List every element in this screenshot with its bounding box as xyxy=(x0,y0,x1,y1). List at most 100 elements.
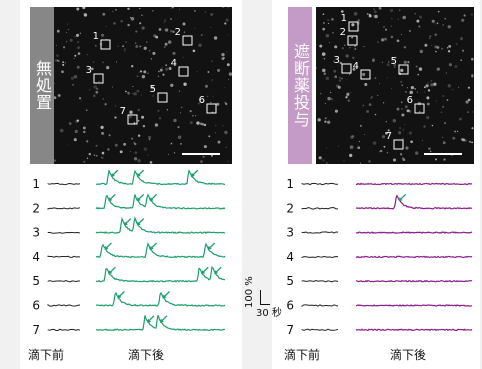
cell-speck xyxy=(148,135,152,139)
cell-speck xyxy=(462,138,466,142)
cell-speck xyxy=(123,48,127,51)
cell-speck xyxy=(441,47,444,50)
cell-speck xyxy=(428,147,431,150)
cell-speck xyxy=(139,22,142,25)
cell-speck xyxy=(419,49,424,54)
cell-speck xyxy=(327,120,331,124)
trace-label: 7 xyxy=(32,323,40,337)
cell-speck xyxy=(96,87,99,91)
trace-label: 7 xyxy=(286,323,294,337)
cell-speck xyxy=(396,39,400,43)
cell-speck xyxy=(446,47,449,49)
cell-speck xyxy=(370,97,372,100)
cell-speck xyxy=(228,79,230,80)
cell-speck xyxy=(127,23,130,27)
cell-speck xyxy=(340,10,344,13)
cell-speck xyxy=(385,131,388,135)
cell-speck xyxy=(360,125,362,127)
cell-speck xyxy=(410,140,413,144)
cell-speck xyxy=(105,25,107,27)
roi-box xyxy=(178,66,189,77)
cell-speck xyxy=(120,20,123,23)
cell-speck xyxy=(366,110,369,113)
cell-speck xyxy=(224,130,228,135)
control-roi-5: 5 xyxy=(150,84,168,103)
cell-speck xyxy=(416,19,420,23)
cell-speck xyxy=(62,63,65,66)
cell-speck xyxy=(54,159,56,162)
roi-box xyxy=(93,73,104,84)
cell-speck xyxy=(93,94,96,98)
cell-speck xyxy=(427,89,431,92)
cell-speck xyxy=(217,140,221,144)
cell-speck xyxy=(378,7,382,10)
cell-speck xyxy=(57,59,60,63)
cell-speck xyxy=(409,90,413,95)
blocker-roi-5: 5 xyxy=(391,56,409,75)
blocker-traces: 1 2 3 4 5 6 7 xyxy=(286,177,473,337)
cell-speck xyxy=(325,34,330,38)
cell-speck xyxy=(147,72,149,74)
cell-speck xyxy=(430,83,434,87)
control-trace-row-1: 1 xyxy=(32,170,225,191)
cell-speck xyxy=(471,127,474,130)
cell-speck xyxy=(323,72,326,75)
cell-speck xyxy=(135,45,139,48)
scale-bar: 100 % 30 秒 xyxy=(244,268,282,319)
cell-speck xyxy=(79,32,82,35)
cell-speck xyxy=(136,89,140,93)
cell-speck xyxy=(347,99,350,102)
cell-speck xyxy=(425,84,429,88)
control-micrograph: 1 2 3 4 5 6 7 xyxy=(54,7,232,164)
control-roi-2: 2 xyxy=(175,27,193,46)
trace-label: 3 xyxy=(32,226,40,240)
cell-speck xyxy=(130,17,135,21)
cell-speck xyxy=(157,75,159,77)
cell-speck xyxy=(164,28,169,32)
cell-speck xyxy=(324,117,327,120)
cell-speck xyxy=(76,65,80,69)
cell-speck xyxy=(426,96,430,100)
roi-label: 7 xyxy=(386,131,392,142)
cell-speck xyxy=(222,56,226,60)
cell-speck xyxy=(137,120,140,122)
cell-speck xyxy=(119,150,123,154)
event-arrow-icon xyxy=(110,170,119,177)
control-trace-row-7: 7 xyxy=(32,315,226,337)
cell-speck xyxy=(212,95,214,97)
blocker-roi-4: 4 xyxy=(353,61,371,80)
cell-speck xyxy=(224,22,227,25)
cell-speck xyxy=(368,103,372,106)
cell-speck xyxy=(440,111,443,114)
cell-speck xyxy=(210,101,212,103)
control-micrograph-svg: 1 2 3 4 5 6 7 xyxy=(54,7,232,164)
event-arrow-icon xyxy=(108,266,116,275)
cell-speck xyxy=(167,153,170,155)
cell-speck xyxy=(327,96,331,101)
cell-speck xyxy=(419,15,423,19)
control-trace-row-3: 3 xyxy=(32,216,226,240)
cell-speck xyxy=(374,113,377,116)
cell-speck xyxy=(374,77,377,80)
event-arrow-icon xyxy=(190,170,199,177)
cell-speck xyxy=(167,40,172,44)
cell-speck xyxy=(354,48,357,50)
cell-speck xyxy=(111,86,113,88)
cell-speck xyxy=(101,151,105,155)
baseline-trace xyxy=(301,280,339,283)
cell-speck xyxy=(471,74,474,77)
control-roi-1: 1 xyxy=(93,31,111,50)
cell-speck xyxy=(454,130,456,133)
blocker-xlabel-after: 滴下後 xyxy=(390,348,427,362)
cell-speck xyxy=(327,22,330,25)
cell-speck xyxy=(140,94,142,96)
cell-speck xyxy=(443,158,446,161)
cell-speck xyxy=(206,95,209,98)
cell-speck xyxy=(380,149,383,153)
cell-speck xyxy=(101,156,102,158)
cell-speck xyxy=(102,12,106,16)
cell-speck xyxy=(170,83,174,87)
cell-speck xyxy=(342,47,344,49)
cell-speck xyxy=(123,142,127,146)
cell-speck xyxy=(83,130,86,134)
